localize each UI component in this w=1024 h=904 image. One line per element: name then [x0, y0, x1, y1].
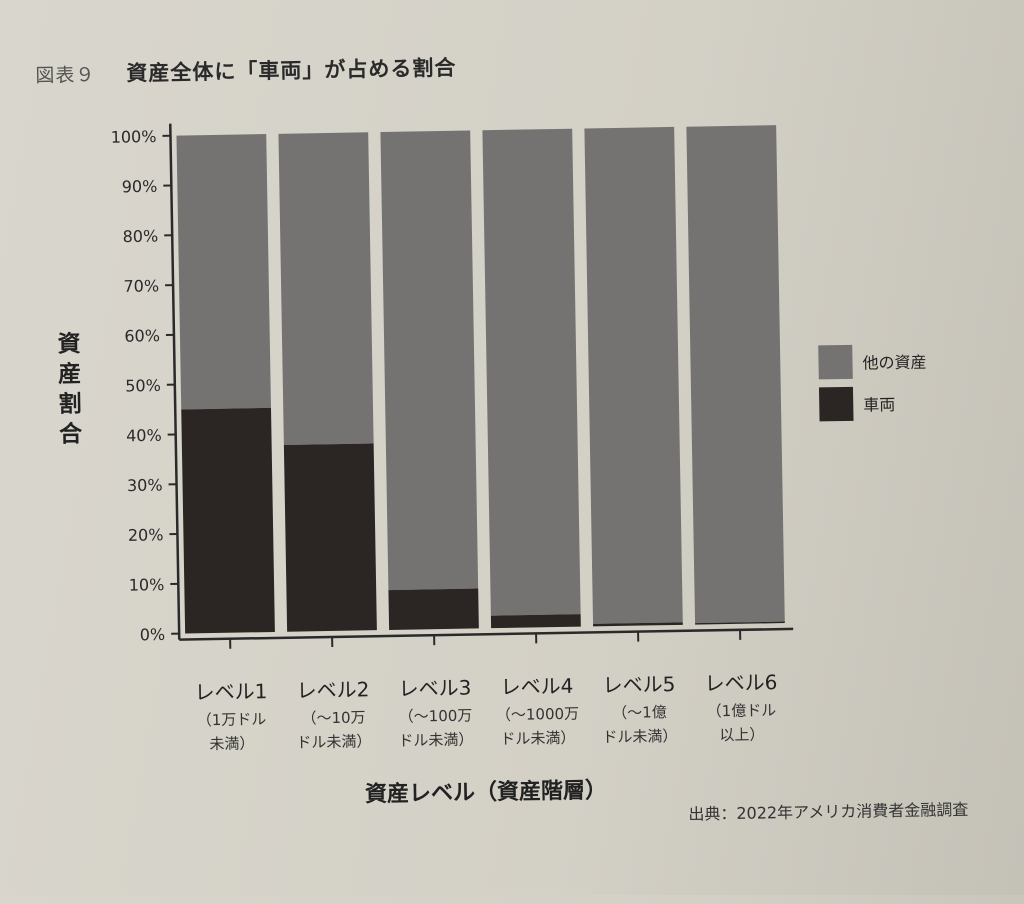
x-tick-sublabel: 未満）: [209, 734, 254, 753]
x-tick-sublabel: 以上）: [719, 725, 764, 744]
bar-other-assets: [176, 134, 271, 409]
x-tick-sublabel: （〜1000万: [496, 705, 579, 724]
legend: 他の資産車両: [818, 349, 927, 435]
y-tick-label: 80%: [122, 227, 158, 247]
x-tick-label: レベル6: [704, 670, 777, 695]
y-tick-label: 10%: [129, 575, 165, 595]
legend-item: 車両: [819, 391, 927, 417]
x-tick-sublabel: （〜1億: [612, 703, 667, 722]
x-tick-label: レベル4: [500, 674, 573, 699]
y-tick-label: 70%: [123, 276, 159, 296]
bar-vehicle: [181, 408, 275, 634]
legend-swatch: [818, 345, 853, 380]
y-tick-label: 90%: [122, 177, 158, 197]
x-tick-sublabel: ドル未満）: [500, 729, 575, 748]
y-tick-label: 40%: [126, 426, 162, 446]
bar-other-assets: [380, 130, 478, 590]
x-tick-sublabel: ドル未満）: [296, 732, 371, 751]
y-tick-label: 100%: [111, 127, 157, 147]
x-tick-label: レベル2: [296, 677, 369, 702]
bar-other-assets: [686, 125, 784, 623]
source-note: 出典：2022年アメリカ消費者金融調査: [688, 796, 968, 825]
legend-label: 他の資産: [862, 349, 926, 374]
bar-other-assets: [584, 127, 682, 624]
bar-other-assets: [278, 132, 373, 445]
y-tick-label: 0%: [140, 625, 166, 644]
bar-vehicle: [491, 614, 581, 628]
x-tick-sublabel: （1億ドル: [707, 701, 777, 720]
x-tick-sublabel: （1万ドル: [197, 710, 267, 729]
y-tick-label: 30%: [127, 475, 163, 495]
legend-swatch: [819, 387, 854, 422]
x-tick-sublabel: （〜100万: [399, 707, 473, 726]
y-tick-label: 50%: [125, 376, 161, 396]
bar-vehicle: [284, 443, 377, 631]
x-tick-label: レベル5: [602, 672, 675, 697]
x-tick-sublabel: ドル未満）: [398, 731, 473, 750]
x-tick-sublabel: （〜10万: [301, 708, 365, 727]
x-tick-label: レベル3: [398, 676, 471, 701]
bar-vehicle: [388, 589, 478, 630]
y-tick-label: 60%: [124, 326, 160, 346]
y-tick-label: 20%: [128, 525, 164, 545]
x-axis-title: 資産レベル（資産階層）: [336, 772, 637, 809]
legend-label: 車両: [863, 391, 895, 416]
legend-item: 他の資産: [818, 349, 926, 375]
x-tick-label: レベル1: [194, 679, 267, 704]
x-tick-sublabel: ドル未満）: [602, 727, 677, 746]
bar-other-assets: [482, 129, 580, 616]
